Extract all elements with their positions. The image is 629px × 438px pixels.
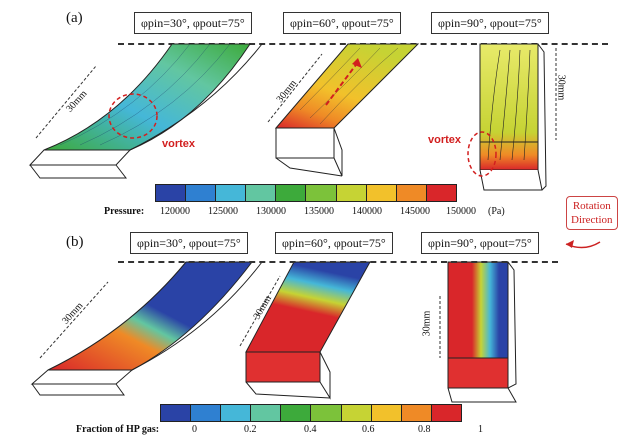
channel-a-60 xyxy=(267,43,420,177)
channel-a-30 xyxy=(28,43,263,179)
hp-gas-swatch-10 xyxy=(431,405,461,421)
pressure-swatch-7 xyxy=(336,185,367,201)
channel-a-90 xyxy=(467,43,557,191)
pressure-swatch-10 xyxy=(426,185,456,201)
hp-gas-tick-6: 1 xyxy=(478,424,483,435)
pressure-swatch-1 xyxy=(156,185,187,201)
pressure-swatch-3 xyxy=(216,185,247,201)
hp-gas-tick-1: 0 xyxy=(192,424,197,435)
pressure-tick-5: 140000 xyxy=(352,206,382,217)
hp-gas-swatch-4 xyxy=(251,405,282,421)
pressure-swatch-6 xyxy=(306,185,337,201)
panel-b-reference-line xyxy=(118,261,558,263)
pressure-swatch-9 xyxy=(396,185,427,201)
hp-gas-colorbar xyxy=(160,404,462,422)
vortex-label-2: vortex xyxy=(428,134,462,146)
panel-a-length-label-3: 30mm xyxy=(555,74,567,101)
hp-gas-tick-5: 0.8 xyxy=(418,424,431,435)
panel-b-caption-3: φpin=90°, φpout=75° xyxy=(421,232,539,254)
panel-b-caption-2: φpin=60°, φpout=75° xyxy=(275,232,393,254)
pressure-tick-1: 120000 xyxy=(160,206,190,217)
hp-gas-tick-3: 0.4 xyxy=(304,424,317,435)
panel-b-length-label-3: 30mm xyxy=(421,310,433,337)
panel-a-caption-3: φpin=90°, φpout=75° xyxy=(431,12,549,34)
hp-gas-swatch-6 xyxy=(311,405,342,421)
pressure-colorbar-title: Pressure: xyxy=(104,206,145,217)
pressure-swatch-2 xyxy=(186,185,217,201)
pressure-unit: (Pa) xyxy=(488,206,505,217)
pressure-swatch-4 xyxy=(246,185,277,201)
vortex-label-1: vortex xyxy=(162,138,196,150)
hp-gas-swatch-5 xyxy=(281,405,312,421)
channel-b-60 xyxy=(239,261,371,400)
pressure-colorbar xyxy=(155,184,457,202)
hp-gas-tick-2: 0.2 xyxy=(244,424,257,435)
pressure-tick-2: 125000 xyxy=(208,206,238,217)
panel-b-caption-1: φpin=30°, φpout=75° xyxy=(130,232,248,254)
pressure-swatch-8 xyxy=(366,185,397,201)
hp-gas-swatch-1 xyxy=(161,405,192,421)
channel-b-90 xyxy=(439,261,517,403)
pressure-swatch-5 xyxy=(276,185,307,201)
pressure-tick-7: 150000 xyxy=(446,206,476,217)
rotation-line-2: Direction xyxy=(571,214,613,226)
hp-gas-swatch-7 xyxy=(341,405,372,421)
panel-b-label: (b) xyxy=(66,234,84,250)
hp-gas-swatch-3 xyxy=(221,405,252,421)
pressure-tick-6: 145000 xyxy=(400,206,430,217)
rotation-direction-box: Rotation Direction xyxy=(566,196,618,230)
hp-gas-tick-4: 0.6 xyxy=(362,424,375,435)
pressure-tick-3: 130000 xyxy=(256,206,286,217)
hp-gas-swatch-8 xyxy=(371,405,402,421)
panel-a-caption-2: φpin=60°, φpout=75° xyxy=(283,12,401,34)
hp-gas-colorbar-title: Fraction of HP gas: xyxy=(76,424,160,435)
hp-gas-swatch-9 xyxy=(401,405,432,421)
channel-b-30 xyxy=(30,261,263,396)
panel-a-caption-1: φpin=30°, φpout=75° xyxy=(134,12,252,34)
pressure-tick-4: 135000 xyxy=(304,206,334,217)
rotation-line-1: Rotation xyxy=(572,200,611,212)
hp-gas-swatch-2 xyxy=(191,405,222,421)
panel-a-label: (a) xyxy=(66,10,83,26)
